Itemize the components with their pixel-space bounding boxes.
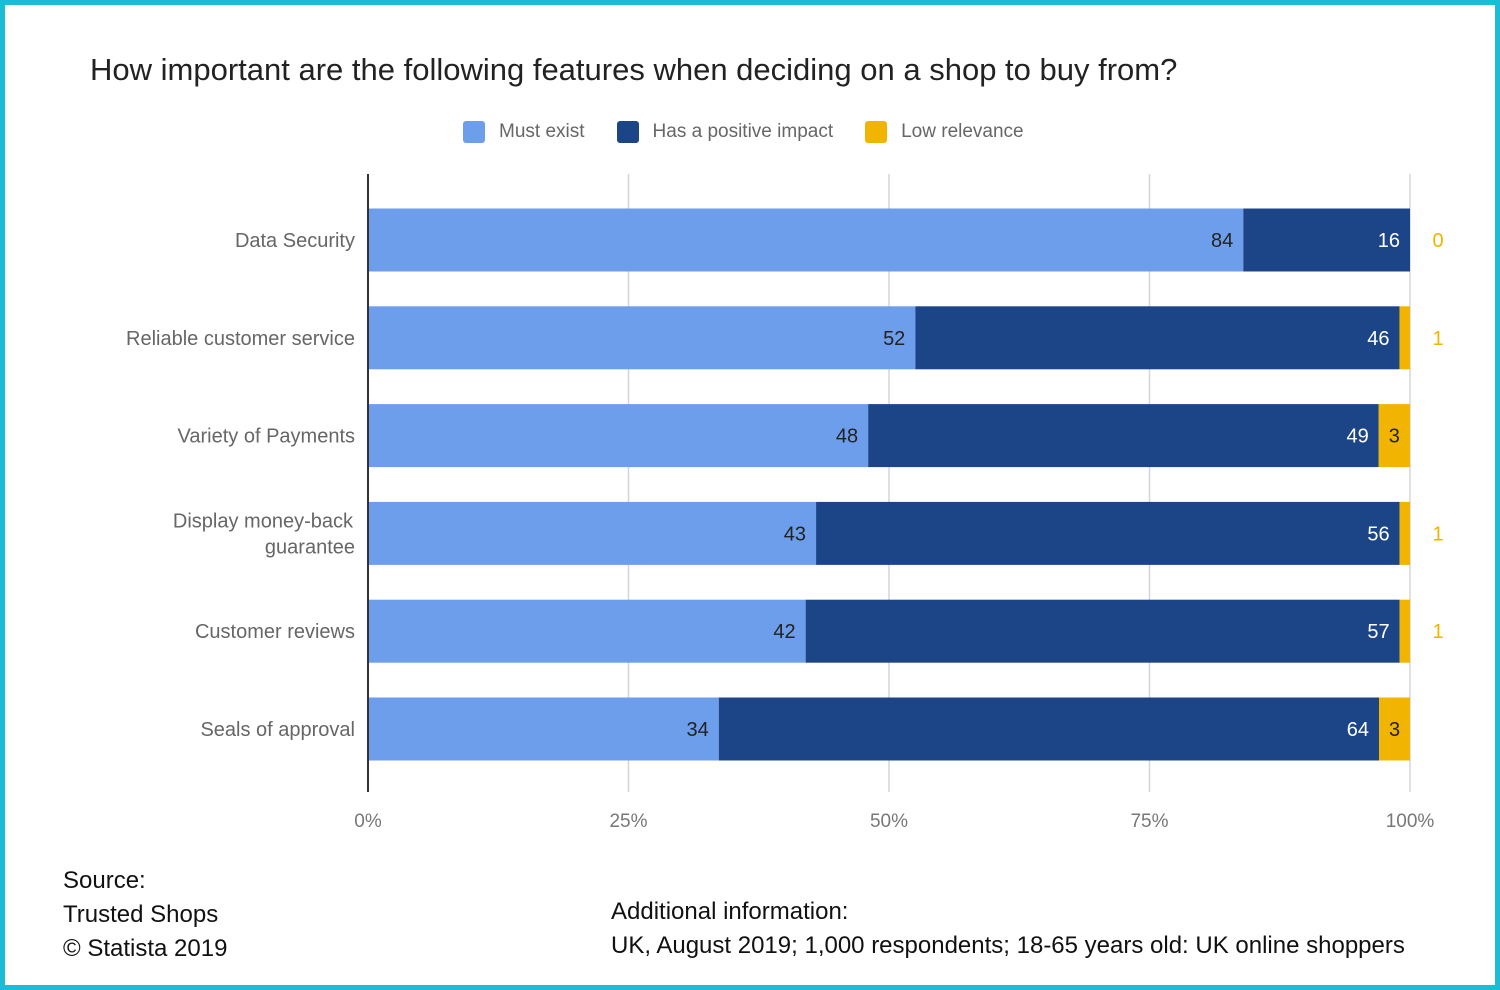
bar-segment	[915, 306, 1400, 370]
bar-segment	[1378, 404, 1410, 468]
data-label: 48	[836, 426, 858, 448]
source-label: Source:	[63, 867, 146, 894]
data-label: 84	[1211, 230, 1233, 252]
data-label: 52	[883, 328, 905, 350]
copyright: © Statista 2019	[63, 935, 228, 962]
bar-segment	[718, 697, 1380, 761]
bar-segment	[1399, 306, 1410, 370]
bar-segment	[368, 501, 817, 565]
chart-title: How important are the following features…	[90, 52, 1178, 87]
data-label: 16	[1378, 230, 1400, 252]
legend-swatch	[865, 121, 888, 143]
data-label: 1	[1432, 523, 1443, 545]
bar-segment	[1243, 208, 1410, 272]
data-label: 34	[687, 719, 709, 741]
bar-segment	[1399, 599, 1410, 663]
data-label: 1	[1432, 621, 1443, 643]
source-name: Trusted Shops	[63, 901, 219, 928]
bar-segment	[368, 404, 869, 468]
bar-segment	[368, 599, 806, 663]
data-label: 46	[1367, 328, 1389, 350]
additional-label: Additional information:	[611, 898, 849, 925]
legend-item-positive-impact: Has a positive impact	[616, 121, 834, 143]
x-tick-label: 50%	[870, 811, 908, 832]
legend-swatch	[616, 121, 639, 143]
additional-info: Additional information: UK, August 2019;…	[611, 895, 1405, 963]
legend-swatch	[463, 121, 485, 143]
bar-segment	[816, 501, 1400, 565]
bar-segment	[805, 599, 1400, 663]
data-label: 42	[773, 621, 795, 643]
bar-segment	[368, 208, 1244, 272]
category-label: Reliable customer service	[126, 328, 355, 350]
source-note: Source: Trusted Shops © Statista 2019	[63, 864, 227, 966]
data-label: 1	[1432, 328, 1443, 350]
data-label: 0	[1432, 230, 1443, 252]
data-label: 3	[1389, 426, 1400, 448]
category-label: Seals of approval	[200, 719, 355, 741]
data-label: 57	[1367, 621, 1389, 643]
bar-segment	[368, 697, 719, 761]
legend: Must exist Has a positive impact Low rel…	[463, 121, 1024, 143]
data-label: 43	[784, 523, 806, 545]
bar-segment	[368, 306, 916, 370]
data-label: 56	[1367, 523, 1389, 545]
x-tick-label: 0%	[354, 811, 382, 832]
legend-item-must-exist: Must exist	[463, 121, 585, 143]
bar-segment	[1399, 501, 1410, 565]
category-label: Variety of Payments	[178, 426, 355, 448]
data-label: 49	[1346, 426, 1368, 448]
additional-text: UK, August 2019; 1,000 respondents; 18-6…	[611, 932, 1405, 959]
legend-item-low-relevance: Low relevance	[865, 121, 1024, 143]
data-label: 3	[1389, 719, 1400, 741]
legend-label: Must exist	[499, 121, 585, 142]
x-tick-label: 25%	[609, 811, 647, 832]
legend-label: Low relevance	[901, 121, 1024, 142]
category-label: Data Security	[235, 230, 355, 252]
bar-segment	[1379, 697, 1410, 761]
x-tick-label: 75%	[1130, 811, 1168, 832]
x-tick-label: 100%	[1386, 811, 1435, 832]
category-label: Display money-back guarantee	[173, 510, 355, 558]
bar-segment	[868, 404, 1379, 468]
data-label: 64	[1347, 719, 1369, 741]
category-label: Customer reviews	[195, 621, 355, 643]
legend-label: Has a positive impact	[652, 121, 834, 142]
